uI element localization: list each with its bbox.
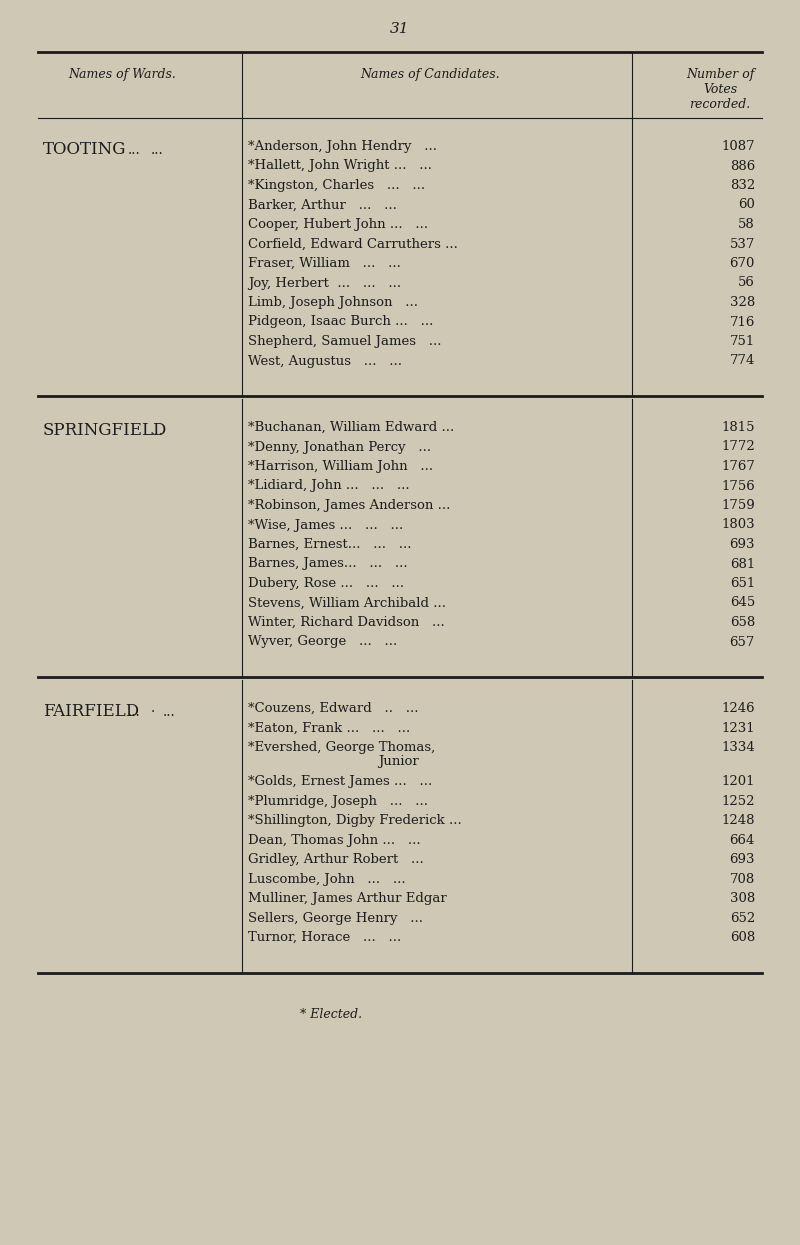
- Text: *Buchanan, William Edward ...: *Buchanan, William Edward ...: [248, 421, 454, 435]
- Text: *Wise, James ...   ...   ...: *Wise, James ... ... ...: [248, 518, 403, 532]
- Text: 645: 645: [730, 596, 755, 610]
- Text: 1767: 1767: [721, 459, 755, 473]
- Text: SPRINGFIELD: SPRINGFIELD: [43, 422, 167, 439]
- Text: 58: 58: [738, 218, 755, 232]
- Text: 708: 708: [730, 873, 755, 885]
- Text: Limb, Joseph Johnson   ...: Limb, Joseph Johnson ...: [248, 296, 418, 309]
- Text: Dean, Thomas John ...   ...: Dean, Thomas John ... ...: [248, 834, 421, 847]
- Text: Winter, Richard Davidson   ...: Winter, Richard Davidson ...: [248, 616, 445, 629]
- Text: Gridley, Arthur Robert   ...: Gridley, Arthur Robert ...: [248, 853, 424, 867]
- Text: 1334: 1334: [722, 741, 755, 754]
- Text: 657: 657: [730, 635, 755, 649]
- Text: *Plumridge, Joseph   ...   ...: *Plumridge, Joseph ... ...: [248, 794, 428, 808]
- Text: TOOTING: TOOTING: [43, 141, 126, 158]
- Text: 651: 651: [730, 576, 755, 590]
- Text: *Lidiard, John ...   ...   ...: *Lidiard, John ... ... ...: [248, 479, 410, 493]
- Text: *Robinson, James Anderson ...: *Robinson, James Anderson ...: [248, 499, 450, 512]
- Text: 652: 652: [730, 911, 755, 925]
- Text: 1231: 1231: [722, 722, 755, 735]
- Text: 1815: 1815: [722, 421, 755, 435]
- Text: West, Augustus   ...   ...: West, Augustus ... ...: [248, 355, 402, 367]
- Text: 716: 716: [730, 315, 755, 329]
- Text: Junior: Junior: [378, 754, 418, 768]
- Text: 774: 774: [730, 355, 755, 367]
- Text: Wyver, George   ...   ...: Wyver, George ... ...: [248, 635, 398, 649]
- Text: 664: 664: [730, 834, 755, 847]
- Text: Mulliner, James Arthur Edgar: Mulliner, James Arthur Edgar: [248, 893, 446, 905]
- Text: Shepherd, Samuel James   ...: Shepherd, Samuel James ...: [248, 335, 442, 349]
- Text: *Anderson, John Hendry   ...: *Anderson, John Hendry ...: [248, 139, 437, 153]
- Text: Number of
Votes
recorded.: Number of Votes recorded.: [686, 68, 754, 111]
- Text: 537: 537: [730, 238, 755, 250]
- Text: 328: 328: [730, 296, 755, 309]
- Text: Barnes, Ernest...   ...   ...: Barnes, Ernest... ... ...: [248, 538, 411, 552]
- Text: ...: ...: [128, 143, 141, 157]
- Text: *Evershed, George Thomas,: *Evershed, George Thomas,: [248, 741, 435, 754]
- Text: 1252: 1252: [722, 794, 755, 808]
- Text: 693: 693: [730, 853, 755, 867]
- Text: Fraser, William   ...   ...: Fraser, William ... ...: [248, 256, 401, 270]
- Text: 832: 832: [730, 179, 755, 192]
- Text: 693: 693: [730, 538, 755, 552]
- Text: *Shillington, Digby Frederick ...: *Shillington, Digby Frederick ...: [248, 814, 462, 827]
- Text: *Kingston, Charles   ...   ...: *Kingston, Charles ... ...: [248, 179, 425, 192]
- Text: FAIRFIELD: FAIRFIELD: [43, 703, 139, 721]
- Text: Sellers, George Henry   ...: Sellers, George Henry ...: [248, 911, 423, 925]
- Text: Dubery, Rose ...   ...   ...: Dubery, Rose ... ... ...: [248, 576, 404, 590]
- Text: *Hallett, John Wright ...   ...: *Hallett, John Wright ... ...: [248, 159, 432, 173]
- Text: 658: 658: [730, 616, 755, 629]
- Text: Names of Wards.: Names of Wards.: [68, 68, 176, 81]
- Text: 1201: 1201: [722, 776, 755, 788]
- Text: *Couzens, Edward   ..   ...: *Couzens, Edward .. ...: [248, 702, 418, 715]
- Text: Barnes, James...   ...   ...: Barnes, James... ... ...: [248, 558, 408, 570]
- Text: *Eaton, Frank ...   ...   ...: *Eaton, Frank ... ... ...: [248, 722, 410, 735]
- Text: 608: 608: [730, 931, 755, 944]
- Text: *Denny, Jonathan Percy   ...: *Denny, Jonathan Percy ...: [248, 441, 431, 453]
- Text: 1803: 1803: [722, 518, 755, 532]
- Text: ...: ...: [128, 705, 141, 718]
- Text: Cooper, Hubert John ...   ...: Cooper, Hubert John ... ...: [248, 218, 428, 232]
- Text: 1772: 1772: [722, 441, 755, 453]
- Text: 886: 886: [730, 159, 755, 173]
- Text: ...: ...: [151, 143, 164, 157]
- Text: ...: ...: [163, 705, 176, 718]
- Text: 670: 670: [730, 256, 755, 270]
- Text: 1087: 1087: [722, 139, 755, 153]
- Text: 1248: 1248: [722, 814, 755, 827]
- Text: Names of Candidates.: Names of Candidates.: [360, 68, 500, 81]
- Text: Pidgeon, Isaac Burch ...   ...: Pidgeon, Isaac Burch ... ...: [248, 315, 434, 329]
- Text: 1759: 1759: [722, 499, 755, 512]
- Text: 1756: 1756: [722, 479, 755, 493]
- Text: 1246: 1246: [722, 702, 755, 715]
- Text: 56: 56: [738, 276, 755, 290]
- Text: 751: 751: [730, 335, 755, 349]
- Text: Corfield, Edward Carruthers ...: Corfield, Edward Carruthers ...: [248, 238, 458, 250]
- Text: ·: ·: [151, 705, 155, 718]
- Text: Turnor, Horace   ...   ...: Turnor, Horace ... ...: [248, 931, 402, 944]
- Text: 60: 60: [738, 198, 755, 212]
- Text: ...: ...: [151, 423, 164, 438]
- Text: 308: 308: [730, 893, 755, 905]
- Text: Joy, Herbert  ...   ...   ...: Joy, Herbert ... ... ...: [248, 276, 401, 290]
- Text: Luscombe, John   ...   ...: Luscombe, John ... ...: [248, 873, 406, 885]
- Text: *Harrison, William John   ...: *Harrison, William John ...: [248, 459, 433, 473]
- Text: Barker, Arthur   ...   ...: Barker, Arthur ... ...: [248, 198, 397, 212]
- Text: * Elected.: * Elected.: [300, 1007, 362, 1021]
- Text: *Golds, Ernest James ...   ...: *Golds, Ernest James ... ...: [248, 776, 432, 788]
- Text: Stevens, William Archibald ...: Stevens, William Archibald ...: [248, 596, 446, 610]
- Text: 681: 681: [730, 558, 755, 570]
- Text: 31: 31: [390, 22, 410, 36]
